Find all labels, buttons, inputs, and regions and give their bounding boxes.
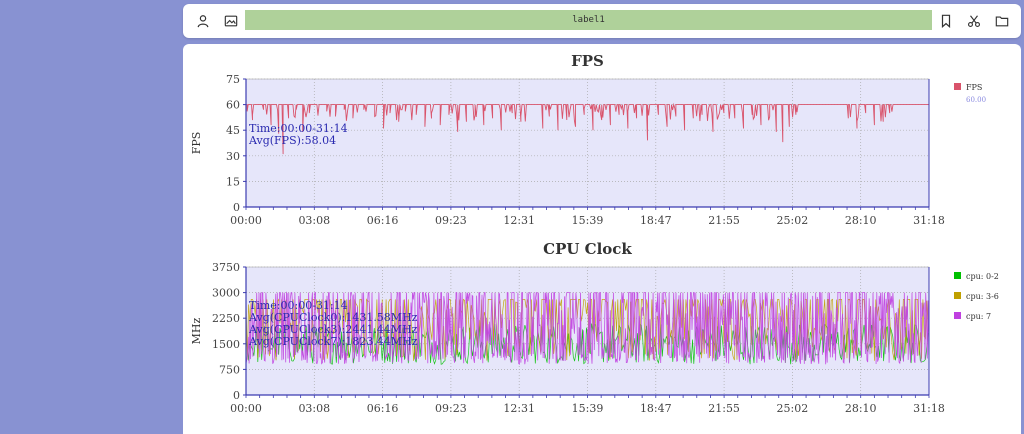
label-bar[interactable]: label1: [245, 10, 932, 30]
annotation-text: Avg(CPUClock7):1823.44MHz: [248, 335, 418, 348]
x-tick-label: 06:16: [367, 214, 399, 227]
legend-label: cpu: 3-6: [966, 292, 999, 301]
annotation-text: Avg(FPS):58.04: [248, 134, 336, 147]
legend-swatch: [954, 83, 961, 90]
x-tick-label: 25:02: [777, 402, 809, 415]
y-axis-label: MHz: [190, 317, 203, 344]
image-icon[interactable]: [221, 11, 241, 31]
legend-value: 60.00: [966, 96, 986, 104]
x-tick-label: 12:31: [503, 402, 535, 415]
legend-label: cpu: 0-2: [966, 272, 999, 281]
chart-title: FPS: [571, 52, 604, 70]
y-tick-label: 0: [233, 201, 240, 214]
annotation-text: Time:00:00-31:14: [249, 122, 348, 135]
annotation-text: Time:00:00-31:14: [249, 299, 348, 312]
x-tick-label: 28:10: [845, 402, 877, 415]
x-tick-label: 31:18: [913, 214, 945, 227]
x-tick-label: 03:08: [298, 214, 330, 227]
x-tick-label: 21:55: [708, 214, 740, 227]
y-tick-label: 0: [233, 389, 240, 402]
x-tick-label: 12:31: [503, 214, 535, 227]
x-tick-label: 06:16: [367, 402, 399, 415]
top-toolbar: label1: [183, 4, 1021, 38]
chart-title: CPU Clock: [543, 240, 632, 258]
legend-swatch: [954, 312, 961, 319]
x-tick-label: 15:39: [572, 214, 604, 227]
y-tick-label: 1500: [212, 338, 240, 351]
bookmark-icon[interactable]: [936, 11, 956, 31]
y-tick-label: 45: [226, 124, 240, 137]
x-tick-label: 21:55: [708, 402, 740, 415]
x-tick-label: 03:08: [298, 402, 330, 415]
legend-swatch: [954, 272, 961, 279]
scissors-icon[interactable]: [964, 11, 984, 31]
x-tick-label: 00:00: [230, 214, 262, 227]
legend-swatch: [954, 292, 961, 299]
y-tick-label: 60: [226, 99, 240, 112]
y-tick-label: 750: [219, 363, 240, 376]
y-tick-label: 3000: [212, 287, 240, 300]
x-tick-label: 18:47: [640, 402, 672, 415]
y-tick-label: 30: [226, 150, 240, 163]
legend-label: cpu: 7: [966, 312, 991, 321]
x-tick-label: 28:10: [845, 214, 877, 227]
legend-label: FPS: [966, 83, 982, 92]
y-tick-label: 3750: [212, 261, 240, 274]
y-tick-label: 2250: [212, 312, 240, 325]
series-line-fps: [246, 102, 929, 155]
x-tick-label: 18:47: [640, 214, 672, 227]
folder-icon[interactable]: [992, 11, 1012, 31]
y-tick-label: 15: [226, 175, 240, 188]
x-tick-label: 00:00: [230, 402, 262, 415]
x-tick-label: 09:23: [435, 402, 467, 415]
x-tick-label: 09:23: [435, 214, 467, 227]
annotation-text: Avg(CPUClock0):1431.58MHz: [248, 311, 418, 324]
series-line-cpu36: [245, 298, 929, 361]
series-line-cpu7: [245, 291, 930, 366]
y-tick-label: 75: [226, 73, 240, 86]
charts-panel: FPS 0 15 30 45 60 75 00:00 03:08 06:16 09:23 12:31 1…: [183, 44, 1021, 434]
user-icon[interactable]: [193, 11, 213, 31]
x-tick-label: 15:39: [572, 402, 604, 415]
annotation-text: Avg(CPUClock3):2441.44MHz: [248, 323, 418, 336]
x-tick-label: 31:18: [913, 402, 945, 415]
charts-canvas: FPS 0 15 30 45 60 75 00:00 03:08 06:16 09:23 12:31 1…: [190, 52, 999, 415]
y-axis-label: FPS: [190, 132, 203, 155]
x-tick-label: 25:02: [777, 214, 809, 227]
